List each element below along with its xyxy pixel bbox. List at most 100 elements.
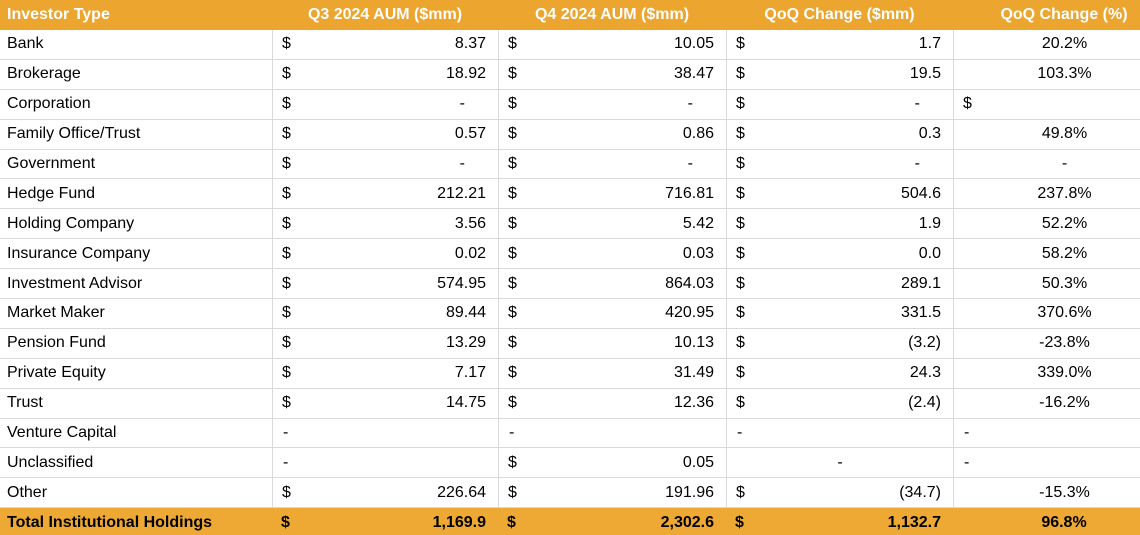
investor-type-cell[interactable]: Insurance Company [7,244,151,262]
qoq-change-mm-cell[interactable]: - [726,418,953,448]
qoq-change-pct-cell[interactable]: 339.0% [953,358,1140,388]
investor-type-cell[interactable]: Venture Capital [7,424,117,442]
dollar-sign: $ [508,65,517,83]
q4-aum-cell[interactable]: $5.42 [498,209,726,239]
dollar-sign: $ [736,184,745,202]
dollar-sign: $ [736,364,745,382]
q4-aum-cell[interactable]: $ - [498,89,726,119]
qoq-change-mm-cell[interactable]: $ (3.2) [726,328,953,358]
q4-aum-cell[interactable]: $0.03 [498,239,726,269]
q4-aum-cell[interactable]: $38.47 [498,59,726,89]
qoq-change-mm-cell[interactable]: $ (2.4) [726,388,953,418]
investor-type-cell[interactable]: Government [7,155,96,172]
qoq-change-mm-cell[interactable]: $1.7 [726,30,953,59]
q3-aum-cell[interactable]: $ - [272,149,498,179]
q3-aum-cell[interactable]: $0.02 [272,239,498,269]
qoq-change-mm-cell[interactable]: $24.3 [726,358,953,388]
investor-type-cell[interactable]: Private Equity [7,364,106,382]
q4-aum-cell[interactable]: $10.13 [498,328,726,358]
q3-aum-cell[interactable]: $0.57 [272,119,498,149]
investor-type-cell[interactable]: Hedge Fund [7,184,96,202]
q3-aum-cell[interactable]: $212.21 [272,179,498,209]
qoq-change-mm-cell[interactable]: $1.9 [726,209,953,239]
q3-aum-cell[interactable]: $7.17 [272,358,498,388]
q4-aum-cell[interactable]: $0.05 [498,448,726,478]
investor-type-cell[interactable]: Total Institutional Holdings [7,514,213,532]
qoq-change-pct-cell[interactable]: 96.8% [1041,514,1087,532]
q3-aum-cell[interactable]: $1,169.9 [272,508,498,535]
q3-aum-cell[interactable]: - [272,448,498,478]
qoq-change-mm-cell[interactable]: $ (34.7) [726,478,953,508]
q4-aum-cell[interactable]: $0.86 [498,119,726,149]
dollar-sign: $ [508,184,517,202]
q3-aum-cell[interactable]: $8.37 [272,30,498,59]
header-investor-type[interactable]: Investor Type [7,6,110,23]
qoq-change-pct-cell[interactable]: 103.3% [953,59,1140,89]
q3-aum-cell[interactable]: $18.92 [272,59,498,89]
cell-value: 0.57 [454,125,486,143]
qoq-change-mm-cell[interactable]: $ - [726,149,953,179]
header-q3-aum[interactable]: Q3 2024 AUM ($mm) [307,6,463,23]
qoq-change-pct-cell[interactable]: 50.3% [953,269,1140,299]
q4-aum-cell[interactable]: $420.95 [498,299,726,328]
table-row: Pension Fund $13.29 $10.13 $ (3.2) -23.8% [0,328,1140,359]
investor-type-cell[interactable]: Brokerage [7,65,81,83]
q4-aum-cell[interactable]: $864.03 [498,269,726,299]
investor-type-cell[interactable]: Investment Advisor [7,274,143,292]
qoq-change-mm-cell[interactable]: $19.5 [726,59,953,89]
qoq-change-pct-cell[interactable]: - [953,448,1140,478]
qoq-change-pct-cell[interactable]: -15.3% [953,478,1140,508]
q3-aum-cell[interactable]: $13.29 [272,328,498,358]
qoq-change-pct-cell[interactable]: 52.2% [953,209,1140,239]
qoq-change-pct-cell[interactable]: 20.2% [953,30,1140,59]
q3-aum-cell[interactable]: $ - [272,89,498,119]
investor-type-cell[interactable]: Trust [7,394,43,412]
qoq-change-pct-cell[interactable]: - [953,418,1140,448]
investor-type-cell[interactable]: Bank [7,35,44,53]
header-qoq-change-mm[interactable]: QoQ Change ($mm) [764,6,915,23]
investor-type-cell[interactable]: Market Maker [7,304,105,322]
header-qoq-change-pct[interactable]: QoQ Change (%) [1000,6,1128,23]
investor-type-cell[interactable]: Other [7,483,48,501]
q4-aum-cell[interactable]: $31.49 [498,358,726,388]
q4-aum-cell[interactable]: $10.05 [498,30,726,59]
q4-aum-cell[interactable]: $716.81 [498,179,726,209]
q4-aum-cell[interactable]: $12.36 [498,388,726,418]
q4-aum-cell[interactable]: $2,302.6 [498,508,726,535]
qoq-change-mm-cell[interactable]: - [726,448,953,478]
qoq-change-pct-cell[interactable]: 58.2% [953,239,1140,269]
dollar-sign: $ [508,394,517,412]
q4-aum-cell[interactable]: $191.96 [498,478,726,508]
dollar-sign: $ [508,244,517,262]
q4-aum-cell[interactable]: - [498,418,726,448]
investor-type-cell[interactable]: Corporation [7,95,91,113]
q3-aum-cell[interactable]: $3.56 [272,209,498,239]
dollar-sign: $ [282,483,291,501]
qoq-change-pct-cell[interactable]: 370.6% [953,299,1140,328]
investor-type-cell[interactable]: Holding Company [7,214,135,232]
cell-value: - [459,95,465,113]
qoq-change-pct-cell[interactable]: -23.8% [953,328,1140,358]
q3-aum-cell[interactable]: - [272,418,498,448]
q3-aum-cell[interactable]: $14.75 [272,388,498,418]
qoq-change-pct-cell[interactable]: -16.2% [953,388,1140,418]
qoq-change-mm-cell[interactable]: $331.5 [726,299,953,328]
qoq-change-pct-cell[interactable]: 237.8% [953,179,1140,209]
investor-type-cell[interactable]: Pension Fund [7,334,106,352]
q4-aum-cell[interactable]: $ - [498,149,726,179]
qoq-change-pct-cell[interactable]: $- [953,89,1140,119]
q3-aum-cell[interactable]: $226.64 [272,478,498,508]
header-q4-aum[interactable]: Q4 2024 AUM ($mm) [534,6,690,23]
qoq-change-mm-cell[interactable]: $1,132.7 [726,508,953,535]
qoq-change-mm-cell[interactable]: $0.3 [726,119,953,149]
q3-aum-cell[interactable]: $574.95 [272,269,498,299]
qoq-change-mm-cell[interactable]: $289.1 [726,269,953,299]
investor-type-cell[interactable]: Family Office/Trust [7,125,141,143]
investor-type-cell[interactable]: Unclassified [7,453,94,471]
qoq-change-mm-cell[interactable]: $ - [726,89,953,119]
q3-aum-cell[interactable]: $89.44 [272,299,498,328]
qoq-change-mm-cell[interactable]: $504.6 [726,179,953,209]
qoq-change-pct-cell[interactable]: 49.8% [953,119,1140,149]
qoq-change-mm-cell[interactable]: $0.0 [726,239,953,269]
qoq-change-pct-cell[interactable]: - [953,149,1140,179]
